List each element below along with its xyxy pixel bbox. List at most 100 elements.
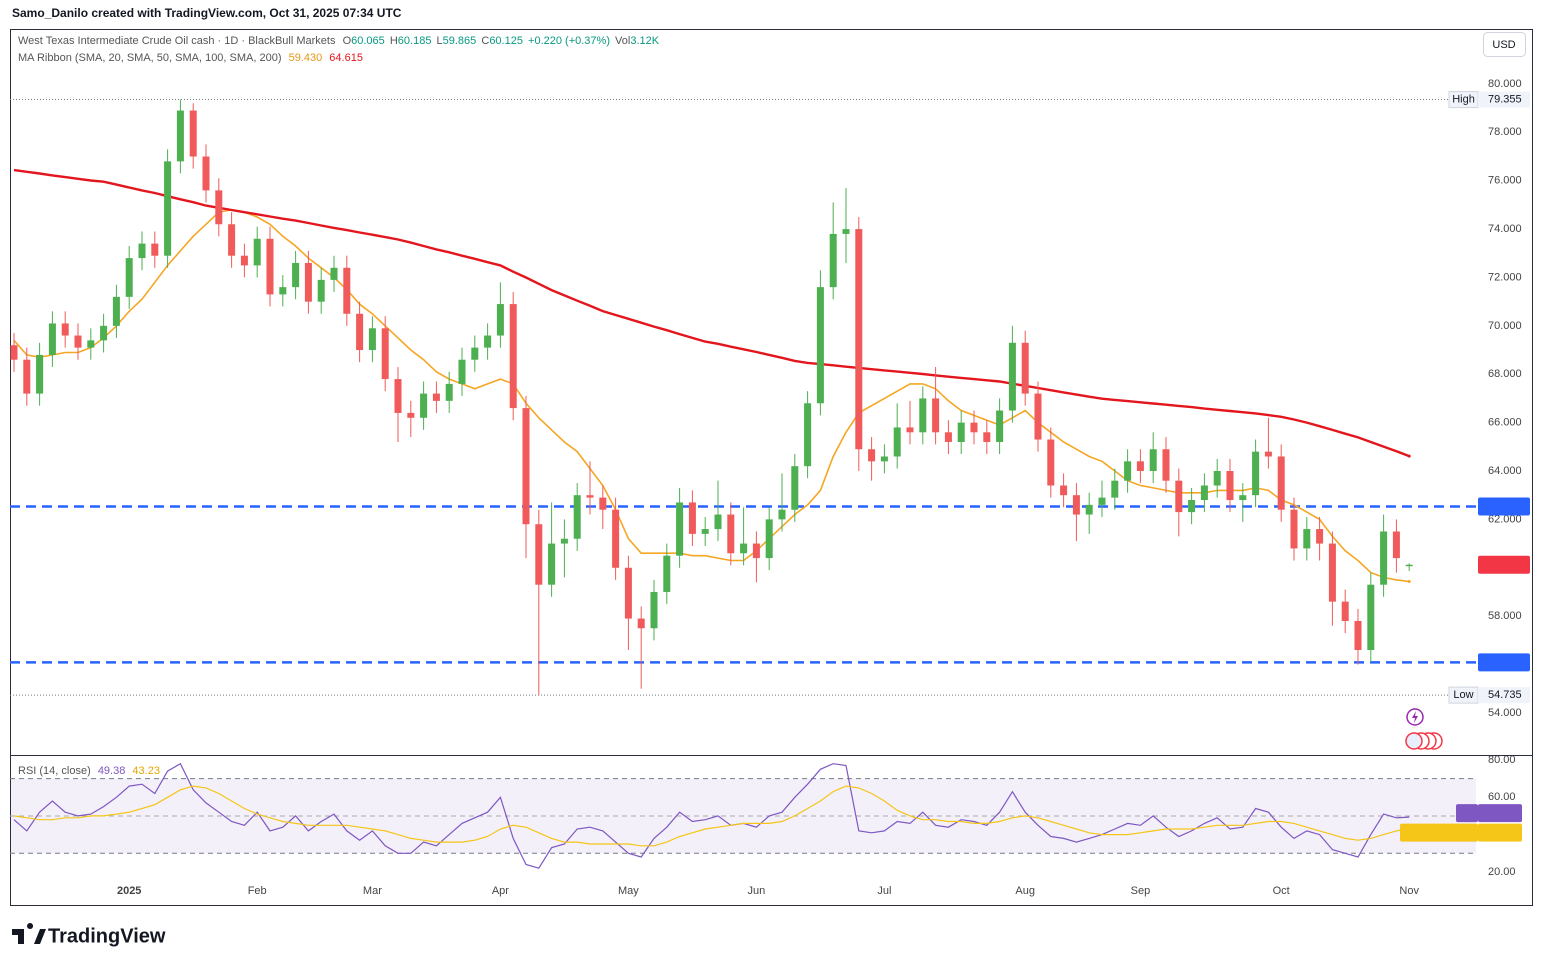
x-tick-label: Mar <box>363 885 382 897</box>
candle-body <box>1072 495 1080 515</box>
series-value-tag-box <box>1478 823 1522 842</box>
ma-legend-name: MA Ribbon (SMA, 20, SMA, 50, SMA, 100, S… <box>18 52 282 64</box>
candle-body <box>1354 620 1362 651</box>
candle-body <box>87 340 95 348</box>
candle-body <box>343 267 351 314</box>
candle-body <box>944 432 952 442</box>
y-tick-label: 66.000 <box>1488 417 1522 429</box>
candle-body <box>1392 531 1400 559</box>
series-value-tag-box <box>1478 804 1522 823</box>
extreme-label: Low <box>1453 689 1473 701</box>
candle-body <box>1290 509 1298 549</box>
candle-body <box>599 497 607 510</box>
series-name-tag-box <box>1456 804 1478 823</box>
legend-close: 60.125 <box>489 35 523 47</box>
brand-logo[interactable] <box>12 923 46 944</box>
legend-high: 60.185 <box>398 35 432 47</box>
y-tick-label: 76.000 <box>1488 175 1522 187</box>
y-tick-label: 54.000 <box>1488 707 1522 719</box>
candle-body <box>496 304 504 336</box>
event-icon-glyph <box>1412 711 1418 723</box>
candle-body <box>48 323 56 355</box>
candle-body <box>445 383 453 401</box>
candle-body <box>573 495 581 539</box>
legend-title: West Texas Intermediate Crude Oil cash ·… <box>18 35 336 47</box>
y-tick-label: 64.000 <box>1488 465 1522 477</box>
candle-body <box>893 427 901 457</box>
candle-body <box>1316 529 1324 544</box>
candle-body <box>23 359 31 394</box>
legend-open-label: O <box>343 35 352 47</box>
candle-body <box>356 313 364 351</box>
candle-body <box>624 567 632 619</box>
x-tick-label: Jun <box>748 885 766 897</box>
y-tick-label: 74.000 <box>1488 223 1522 235</box>
candle-body <box>1226 470 1234 501</box>
ma-legend-value: 59.430 <box>289 52 323 64</box>
candle-body <box>164 161 172 256</box>
y-tick-label: 70.000 <box>1488 320 1522 332</box>
candle-body <box>1328 543 1336 602</box>
candle-body <box>471 347 479 360</box>
candle-body <box>368 328 376 351</box>
candle-body <box>880 456 888 462</box>
candle-body <box>1405 564 1413 567</box>
x-tick-label: Feb <box>248 885 267 897</box>
ma-last-marker <box>1407 454 1411 458</box>
legend-open: 60.065 <box>351 35 385 47</box>
candle-body <box>1239 495 1247 501</box>
brand-name[interactable]: TradingView <box>48 925 166 947</box>
rsi-legend: RSI (14, close) 49.38 43.23 <box>18 765 160 777</box>
candle-body <box>381 328 389 380</box>
candle-body <box>663 555 671 592</box>
x-tick-label: Oct <box>1273 885 1290 897</box>
y-tick-label: 62.000 <box>1488 513 1522 525</box>
x-tick-label: Aug <box>1015 885 1035 897</box>
rsi-line <box>13 785 1410 847</box>
legend-close-label: C <box>481 35 489 47</box>
extreme-value: 54.735 <box>1488 689 1522 701</box>
y-tick-label: 80.00 <box>1488 754 1516 766</box>
x-tick-label: Sep <box>1131 885 1151 897</box>
candle-body <box>61 323 69 336</box>
y-tick-label: 68.000 <box>1488 368 1522 380</box>
x-tick-label: May <box>618 885 639 897</box>
candle-body <box>560 538 568 544</box>
candle-body <box>189 110 197 157</box>
candle-body <box>509 304 517 409</box>
candle-body <box>176 110 184 162</box>
x-tick-label: Apr <box>492 885 509 897</box>
currency-button[interactable]: USD <box>1483 32 1526 57</box>
candle-body <box>1175 480 1183 513</box>
candle-body <box>1341 601 1349 621</box>
legend-low: 59.865 <box>443 35 477 47</box>
candle-body <box>1136 461 1144 471</box>
rsi-line <box>13 762 1410 869</box>
legend-low-label: L <box>437 35 443 47</box>
extreme-value-box <box>1478 687 1530 704</box>
y-tick-label: 58.000 <box>1488 610 1522 622</box>
candle-body <box>1111 480 1119 498</box>
currency-button-box[interactable] <box>1483 32 1526 57</box>
candle-body <box>932 398 940 433</box>
currency-label[interactable]: USD <box>1492 39 1515 51</box>
candle-body <box>919 398 927 433</box>
event-icons <box>1405 708 1443 750</box>
legend-change: +0.220 (+0.37%) <box>528 35 610 47</box>
candle-body <box>586 495 594 498</box>
extreme-value-box <box>1478 91 1530 108</box>
candle-body <box>804 403 812 467</box>
candle-body <box>279 287 287 295</box>
brand[interactable]: TradingView <box>12 923 166 947</box>
candle-body <box>1085 504 1093 515</box>
y-tick-label: 20.00 <box>1488 866 1516 878</box>
candle-body <box>612 509 620 568</box>
event-icon <box>1405 732 1423 750</box>
candle-body <box>535 524 543 585</box>
candle-body <box>1252 451 1260 496</box>
candle-body <box>676 502 684 556</box>
candle-body <box>1303 529 1311 549</box>
last-price-box <box>1478 555 1530 574</box>
candle-body <box>957 422 965 442</box>
